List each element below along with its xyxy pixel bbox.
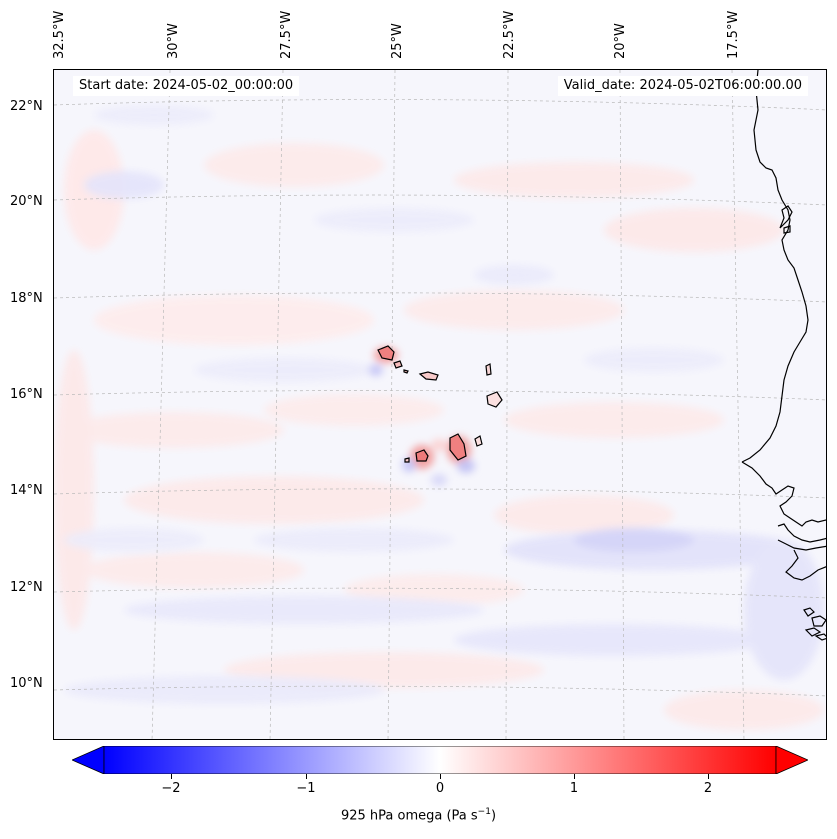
island-boa-vista — [486, 391, 503, 408]
valid-date-label: Valid_date: 2024-05-02T06:00:00.00 — [557, 76, 808, 96]
colorbar-extend-high — [775, 745, 809, 775]
colorbar-tick-label: −2 — [161, 781, 181, 796]
lat-label-10n: 10°N — [10, 676, 43, 691]
colorbar-label-main: 925 hPa omega (Pa s — [340, 808, 478, 824]
lon-label-17-5w: 17.5°W — [726, 10, 741, 59]
island-sal — [485, 363, 492, 376]
colorbar-svg — [71, 745, 809, 775]
lat-label-12n: 12°N — [10, 580, 43, 595]
colorbar-tick — [171, 774, 172, 779]
lat-label-18n: 18°N — [10, 291, 43, 306]
island-sao-nicolau — [418, 371, 439, 381]
colorbar-tick-label: −1 — [296, 781, 316, 796]
positive-omega-patches — [54, 130, 824, 730]
lat-label-22n: 22°N — [10, 99, 43, 114]
colorbar-label-exponent: −1 — [477, 807, 491, 817]
colorbar — [71, 745, 809, 775]
island-maio — [474, 435, 483, 447]
island-santa-luzia — [403, 369, 409, 374]
colorbar-tick — [708, 774, 709, 779]
colorbar-tick-label: 2 — [703, 781, 713, 796]
lon-label-20w: 20°W — [613, 23, 628, 59]
lat-label-16n: 16°N — [10, 387, 43, 402]
island-santiago — [449, 433, 467, 461]
graticule — [54, 70, 826, 739]
colorbar-tick — [574, 774, 575, 779]
colorbar-gradient — [103, 745, 777, 775]
lon-label-25w: 25°W — [390, 23, 405, 59]
island-brava — [404, 457, 410, 463]
lon-label-30w: 30°W — [166, 23, 181, 59]
african-coastline — [741, 70, 826, 641]
island-fogo — [415, 449, 429, 462]
colorbar-tick-label: 0 — [435, 781, 445, 796]
island-sao-vicente — [393, 360, 403, 369]
start-date-label: Start date: 2024-05-02_00:00:00 — [73, 76, 300, 96]
cape-verde-islands — [377, 345, 503, 463]
lon-label-22-5w: 22.5°W — [502, 10, 517, 59]
island-santo-antao — [377, 345, 395, 361]
colorbar-tick-label: 1 — [569, 781, 579, 796]
colorbar-label: 925 hPa omega (Pa s−1) — [0, 807, 837, 823]
map-panel — [53, 69, 827, 740]
colorbar-extend-low — [71, 745, 105, 775]
omega-field-map — [54, 70, 826, 739]
lat-label-20n: 20°N — [10, 194, 43, 209]
lat-label-14n: 14°N — [10, 483, 43, 498]
negative-omega-patches — [64, 105, 824, 704]
lon-label-27-5w: 27.5°W — [279, 10, 294, 59]
colorbar-label-tail: ) — [490, 808, 497, 824]
lon-label-32-5w: 32.5°W — [52, 10, 67, 59]
colorbar-tick — [440, 774, 441, 779]
colorbar-tick — [306, 774, 307, 779]
